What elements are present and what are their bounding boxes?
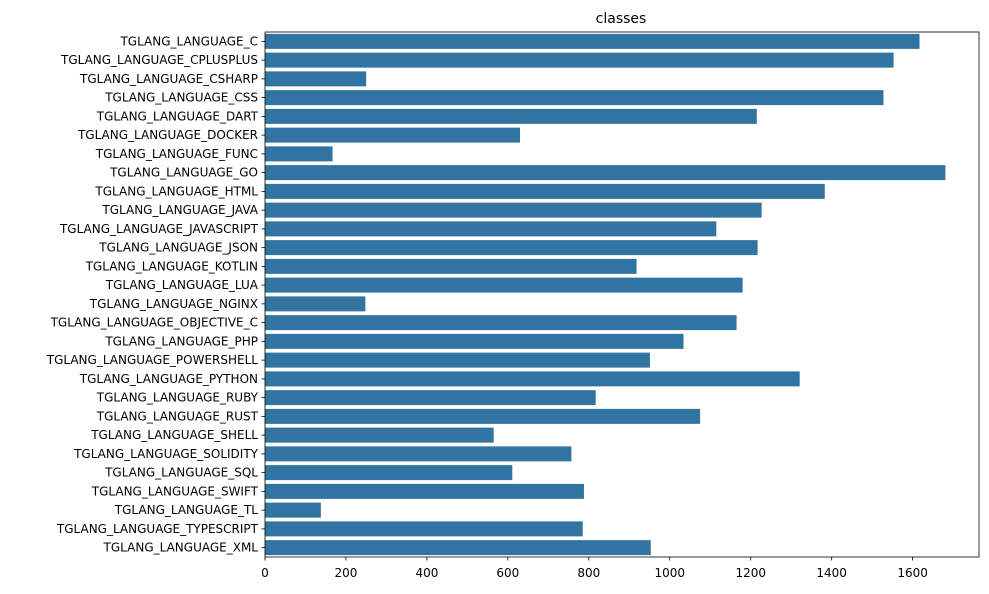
y-tick-label: TGLANG_LANGUAGE_SOLIDITY <box>73 447 259 461</box>
bar <box>265 296 366 312</box>
y-tick-label: TGLANG_LANGUAGE_POWERSHELL <box>46 353 259 367</box>
y-tick-label: TGLANG_LANGUAGE_CSS <box>104 91 258 105</box>
bar <box>265 371 800 387</box>
y-tick-label: TGLANG_LANGUAGE_PYTHON <box>79 372 258 386</box>
y-tick-label: TGLANG_LANGUAGE_DART <box>96 109 259 123</box>
bar <box>265 165 946 181</box>
bar <box>265 352 650 368</box>
x-tick-label: 1400 <box>816 566 847 580</box>
plot-frame <box>264 31 980 558</box>
x-tick-label: 200 <box>334 566 357 580</box>
bar <box>265 277 743 293</box>
bar <box>265 483 584 499</box>
y-tick-label: TGLANG_LANGUAGE_RUST <box>96 409 259 423</box>
y-tick-label: TGLANG_LANGUAGE_CPLUSPLUS <box>60 53 258 67</box>
bar <box>265 202 762 218</box>
bar <box>265 127 520 143</box>
bar <box>265 502 321 518</box>
y-tick-label: TGLANG_LANGUAGE_JAVASCRIPT <box>59 222 259 236</box>
bar <box>265 221 717 237</box>
bar <box>265 183 825 199</box>
y-tick-label: TGLANG_LANGUAGE_DOCKER <box>77 128 258 142</box>
bar <box>265 427 494 443</box>
y-tick-label: TGLANG_LANGUAGE_SWIFT <box>91 484 259 498</box>
x-tick-label: 400 <box>415 566 438 580</box>
y-tick-label: TGLANG_LANGUAGE_C <box>119 34 258 48</box>
y-tick-label: TGLANG_LANGUAGE_JAVA <box>101 203 258 217</box>
y-tick-label: TGLANG_LANGUAGE_OBJECTIVE_C <box>50 316 258 330</box>
bar <box>265 71 367 87</box>
x-tick-label: 600 <box>496 566 519 580</box>
y-tick-label: TGLANG_LANGUAGE_XML <box>103 541 259 555</box>
y-tick-label: TGLANG_LANGUAGE_PHP <box>104 334 258 348</box>
bar <box>265 108 757 124</box>
y-tick-label: TGLANG_LANGUAGE_RUBY <box>96 391 259 405</box>
y-tick-label: TGLANG_LANGUAGE_CSHARP <box>79 72 258 86</box>
bar <box>265 240 758 256</box>
y-axis: TGLANG_LANGUAGE_C TGLANG_LANGUAGE_CPLUSPL… <box>46 34 265 555</box>
x-tick-label: 1200 <box>735 566 766 580</box>
x-tick-label: 0 <box>261 566 269 580</box>
bar <box>265 465 513 481</box>
bar <box>265 52 894 68</box>
bar <box>265 390 596 406</box>
x-axis: 0 200 400 600 800 1000 1200 1400 1600 <box>261 557 928 580</box>
chart-title: classes <box>596 11 647 27</box>
x-tick-label: 1600 <box>897 566 928 580</box>
y-tick-label: TGLANG_LANGUAGE_FUNC <box>95 147 258 161</box>
bar <box>265 315 737 331</box>
bar <box>265 446 572 462</box>
bar <box>265 521 583 537</box>
bar <box>265 333 684 349</box>
bar <box>265 33 920 49</box>
y-tick-label: TGLANG_LANGUAGE_SHELL <box>90 428 258 442</box>
y-tick-label: TGLANG_LANGUAGE_JSON <box>98 241 258 255</box>
y-tick-label: TGLANG_LANGUAGE_HTML <box>94 184 258 198</box>
y-tick-label: TGLANG_LANGUAGE_SQL <box>104 466 258 480</box>
y-tick-label: TGLANG_LANGUAGE_NGINX <box>89 297 258 311</box>
y-tick-label: TGLANG_LANGUAGE_LUA <box>105 278 259 292</box>
bar <box>265 540 651 556</box>
y-tick-label: TGLANG_LANGUAGE_TYPESCRIPT <box>56 522 259 536</box>
x-tick-label: 800 <box>577 566 600 580</box>
bar <box>265 408 701 424</box>
y-tick-label: TGLANG_LANGUAGE_KOTLIN <box>85 259 258 273</box>
bar <box>265 258 637 274</box>
x-tick-label: 1000 <box>654 566 685 580</box>
y-tick-label: TGLANG_LANGUAGE_GO <box>109 166 258 180</box>
bars-group <box>265 33 946 556</box>
bar <box>265 90 884 106</box>
bar <box>265 146 333 162</box>
y-tick-label: TGLANG_LANGUAGE_TL <box>114 503 259 517</box>
